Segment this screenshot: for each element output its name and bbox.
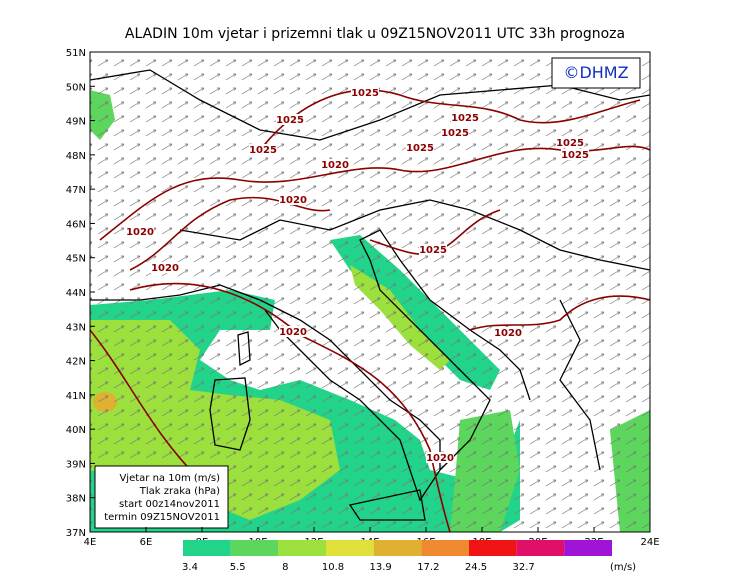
- lat-label: 38N: [66, 494, 86, 505]
- isobar-label-bg: [279, 194, 307, 205]
- lat-label: 49N: [66, 117, 86, 128]
- lat-label: 43N: [66, 322, 86, 333]
- colorbar-label: 17.2: [417, 562, 439, 573]
- legend-line: start 00z14nov2011: [119, 499, 220, 510]
- colorbar-segment: [183, 540, 231, 556]
- generated: 51N 50N 49N 48N 47N 46N 45N 44N 43N 42N 41N 40N 39N 3…: [66, 48, 660, 573]
- colorbar-segment: [230, 540, 279, 556]
- lat-label: 40N: [66, 425, 86, 436]
- isobar-label: 1020: [151, 263, 179, 274]
- isobar-label: 1020: [494, 328, 522, 339]
- colorbar-segment: [564, 540, 612, 556]
- colorbar-segment: [373, 540, 422, 556]
- colorbar-label: 3.4: [182, 562, 198, 573]
- map: [90, 52, 650, 532]
- isobar-label-bg: [321, 159, 349, 170]
- isobar-label: 1025: [419, 245, 447, 256]
- lat-label: 47N: [66, 185, 86, 196]
- colorbar-segment: [278, 540, 326, 556]
- legend-line: Vjetar na 10m (m/s): [119, 473, 220, 484]
- legend-line: Tlak zraka (hPa): [139, 486, 220, 497]
- isobar-label: 1025: [276, 115, 304, 126]
- colorbar-segment: [469, 540, 517, 556]
- isobar-label: 1020: [279, 195, 307, 206]
- lat-label: 42N: [66, 357, 86, 368]
- lat-label: 46N: [66, 219, 86, 230]
- colorbar-label: 24.5: [465, 562, 487, 573]
- lon-label: 4E: [84, 537, 97, 548]
- isobar-label-bg: [494, 327, 522, 338]
- colorbar-label: 5.5: [230, 562, 246, 573]
- colorbar-segment: [421, 540, 469, 556]
- isobar-label-bg: [276, 114, 304, 125]
- isobar-label: 1025: [451, 113, 479, 124]
- isobar-label-bg: [249, 144, 277, 155]
- legend-line: termin 09Z15NOV2011: [104, 512, 220, 523]
- logo-box: [551, 57, 641, 89]
- isobar-label: 1020: [126, 227, 154, 238]
- lat-label: 37N: [66, 528, 86, 539]
- colorbar-label: 13.9: [370, 562, 392, 573]
- lat-label: 39N: [66, 459, 86, 470]
- isobar-label: 1020: [426, 453, 454, 464]
- lat-label: 50N: [66, 82, 86, 93]
- isobar-label: 1025: [556, 138, 584, 149]
- colorbar-segment: [516, 540, 565, 556]
- isobar-label-bg: [419, 244, 447, 255]
- colorbar-label: 32.7: [513, 562, 535, 573]
- title: ALADIN 10m vjetar i prizemni tlak u 09Z1…: [125, 26, 625, 42]
- lat-label: 45N: [66, 254, 86, 265]
- isobar-label-bg: [561, 149, 589, 160]
- isobar-label: 1025: [406, 143, 434, 154]
- isobar-label: 1025: [441, 128, 469, 139]
- isobar-label: 1025: [351, 88, 379, 99]
- lat-label: 48N: [66, 151, 86, 162]
- colorbar-label: 10.8: [322, 562, 344, 573]
- colorbar-unit: (m/s): [610, 562, 636, 573]
- colorbar-label: 8: [282, 562, 288, 573]
- isobar-label: 1025: [561, 150, 589, 161]
- isobar-label: 1025: [249, 145, 277, 156]
- isobar-label-bg: [441, 127, 469, 138]
- lat-label: 51N: [66, 48, 86, 59]
- lon-label: 6E: [140, 537, 153, 548]
- isobar-label-bg: [426, 452, 454, 463]
- isobar-label-bg: [351, 87, 379, 98]
- lon-label: 24E: [640, 537, 659, 548]
- logo: ©DHMZ: [563, 63, 628, 82]
- isobar-label: 1020: [321, 160, 349, 171]
- isobar-label: 1020: [279, 327, 307, 338]
- lat-label: 44N: [66, 288, 86, 299]
- legend-box: [94, 465, 229, 529]
- isobar-label-bg: [151, 262, 179, 273]
- lat-label: 41N: [66, 391, 86, 402]
- isobar-label-bg: [556, 137, 584, 148]
- isobar-label-bg: [126, 226, 154, 237]
- isobar-label-bg: [451, 112, 479, 123]
- isobar-label-bg: [406, 142, 434, 153]
- colorbar-segment: [326, 540, 374, 556]
- isobar-label-bg: [279, 326, 307, 337]
